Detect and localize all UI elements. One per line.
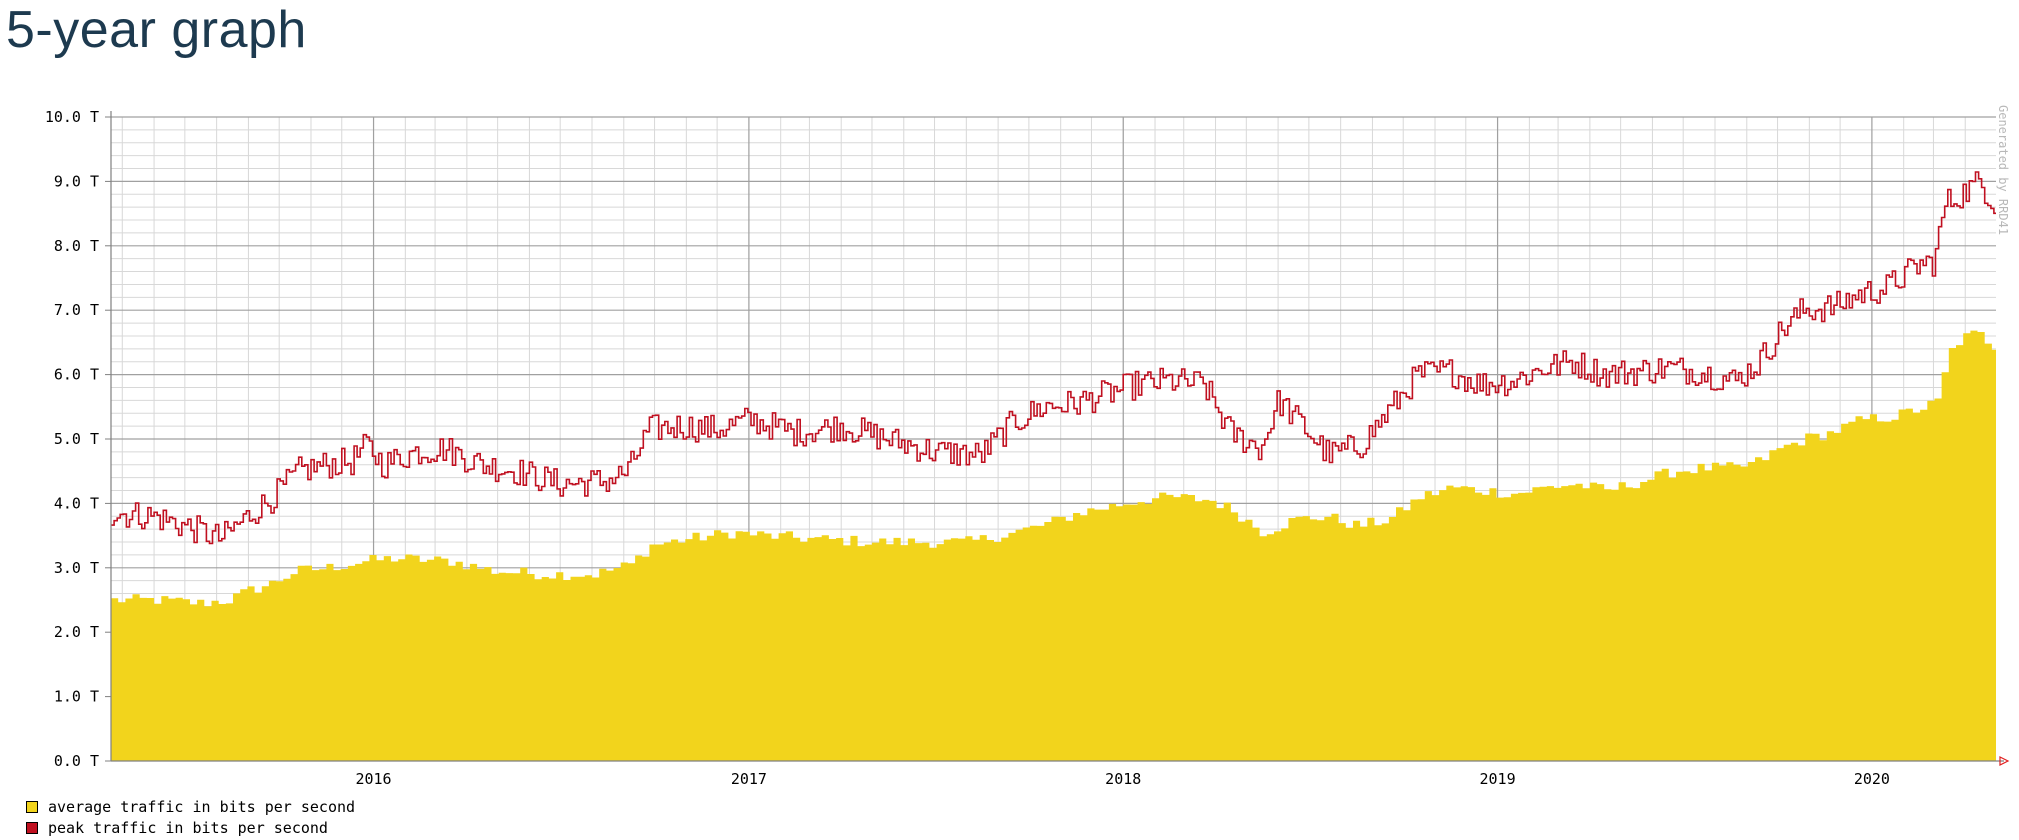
- peak-traffic-series: [111, 171, 1996, 545]
- legend-item-average: average traffic in bits per second: [26, 796, 355, 817]
- average-traffic-area: [111, 330, 1996, 761]
- x-tick-label: 2016: [355, 770, 391, 786]
- rrdtool-watermark: Generated by RRD41: [1996, 105, 2010, 236]
- chart-legend: average traffic in bits per second peak …: [26, 796, 355, 838]
- legend-swatch-average: [26, 800, 38, 813]
- y-tick-label: 7.0 T: [54, 301, 99, 319]
- average-traffic-series: [111, 330, 1996, 761]
- y-tick-label: 1.0 T: [54, 688, 99, 706]
- y-tick-label: 2.0 T: [54, 623, 99, 641]
- x-tick-label: 2020: [1854, 770, 1890, 786]
- y-tick-label: 8.0 T: [54, 237, 99, 255]
- y-tick-label: 0.0 T: [54, 752, 99, 770]
- axes: [110, 111, 2010, 766]
- y-tick-label: 6.0 T: [54, 366, 99, 384]
- page-title: 5-year graph: [6, 1, 307, 59]
- y-tick-labels: 0.0 T 1.0 T 2.0 T 3.0 T 4.0 T 5.0 T 6.0 T 7.0 T…: [45, 108, 111, 770]
- x-tick-labels: 2016 2017 2018 2019 2020: [355, 770, 1889, 786]
- traffic-chart-svg: 0.0 T 1.0 T 2.0 T 3.0 T 4.0 T 5.0 T 6.0 T 7.0 T…: [45, 108, 2010, 786]
- y-tick-label: 9.0 T: [54, 172, 99, 190]
- legend-label-average: average traffic in bits per second: [48, 797, 356, 816]
- legend-label-peak: peak traffic in bits per second: [48, 818, 328, 837]
- traffic-graph: 0.0 T 1.0 T 2.0 T 3.0 T 4.0 T 5.0 T 6.0 T 7.0 T…: [0, 96, 2019, 840]
- legend-item-peak: peak traffic in bits per second: [26, 817, 355, 838]
- legend-swatch-peak: [26, 821, 38, 834]
- y-tick-label: 10.0 T: [45, 108, 99, 126]
- y-tick-label: 4.0 T: [54, 494, 99, 512]
- x-tick-label: 2017: [731, 770, 767, 786]
- x-axis-arrow: [1999, 756, 2010, 766]
- peak-traffic-line: [111, 171, 1996, 545]
- x-tick-label: 2018: [1105, 770, 1141, 786]
- y-tick-label: 3.0 T: [54, 559, 99, 577]
- x-tick-label: 2019: [1480, 770, 1516, 786]
- y-tick-label: 5.0 T: [54, 430, 99, 448]
